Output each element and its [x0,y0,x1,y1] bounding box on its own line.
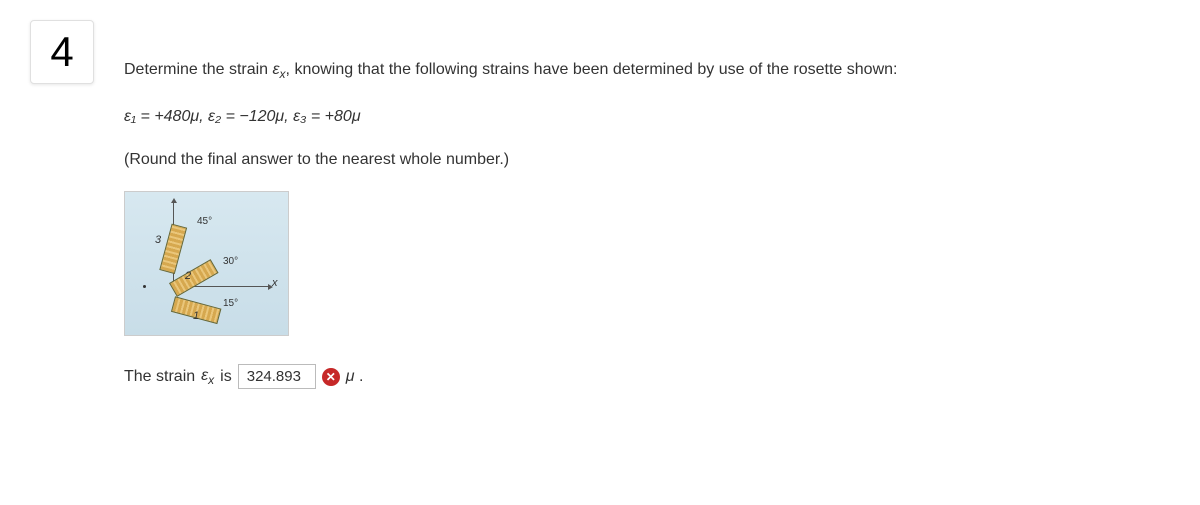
round-note: (Round the final answer to the nearest w… [124,151,1170,169]
angle-15-label: 15° [223,298,238,309]
wrong-icon: ✕ [322,368,340,386]
prompt-suffix: , knowing that the following strains hav… [286,61,898,78]
answer-is: is [220,368,232,386]
prompt-eps: ε [273,61,280,78]
origin-dot [143,285,146,288]
strain-values: ε₁ = +480μ, ε₂ = −120μ, ε₃ = +80μ [124,105,1170,129]
question-number: 4 [30,20,94,84]
gauge-1-label: 1 [193,310,199,322]
gauge-3-label: 3 [155,234,161,246]
rosette-figure: 3 2 1 45° 30° 15° x [124,191,289,336]
answer-input[interactable] [238,364,316,389]
x-axis-label: x [272,277,278,289]
answer-punct: . [355,368,364,385]
question-content: Determine the strain ε x , knowing that th… [124,20,1170,389]
angle-45-label: 45° [197,216,212,227]
question-prompt: Determine the strain εx, knowing that th… [124,58,1170,83]
answer-prefix: The strain [124,368,195,386]
gauge-3 [159,224,187,275]
answer-row: The strain εx is ✕ μ . [124,364,1170,389]
answer-eps-sub: x [208,373,214,387]
prompt-prefix: Determine the strain [124,61,273,78]
answer-unit: μ [346,368,355,385]
gauge-2-label: 2 [185,270,191,282]
angle-30-label: 30° [223,256,238,267]
